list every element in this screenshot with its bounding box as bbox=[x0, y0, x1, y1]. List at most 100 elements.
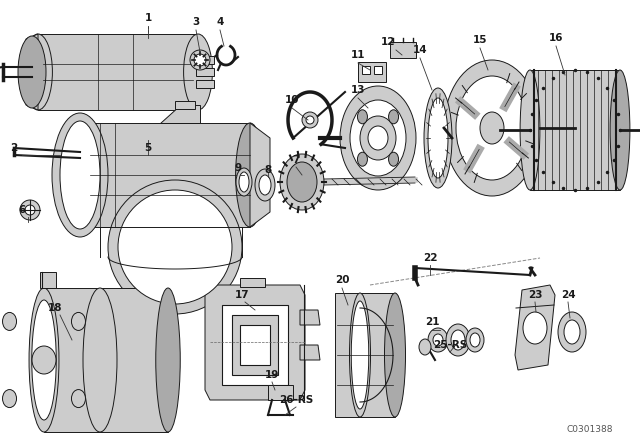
Ellipse shape bbox=[351, 301, 369, 409]
Polygon shape bbox=[250, 123, 270, 227]
Bar bbox=[40, 272, 56, 288]
Ellipse shape bbox=[3, 312, 17, 331]
Ellipse shape bbox=[302, 112, 318, 128]
Text: 25-RS: 25-RS bbox=[433, 340, 467, 350]
Polygon shape bbox=[240, 325, 270, 365]
Polygon shape bbox=[300, 345, 320, 360]
Polygon shape bbox=[205, 285, 305, 400]
Ellipse shape bbox=[456, 76, 528, 180]
Ellipse shape bbox=[18, 36, 46, 108]
Bar bbox=[175, 101, 195, 109]
Text: 5: 5 bbox=[145, 143, 152, 153]
Text: 1: 1 bbox=[145, 13, 152, 23]
Bar bbox=[335, 293, 395, 417]
Ellipse shape bbox=[24, 34, 52, 110]
Ellipse shape bbox=[388, 110, 399, 124]
Text: 12: 12 bbox=[381, 37, 396, 47]
Polygon shape bbox=[222, 305, 288, 385]
Ellipse shape bbox=[446, 324, 470, 356]
Text: 14: 14 bbox=[413, 45, 428, 55]
Text: 7: 7 bbox=[292, 155, 300, 165]
Bar bbox=[38, 34, 198, 110]
Polygon shape bbox=[232, 315, 278, 375]
Polygon shape bbox=[515, 285, 555, 370]
Bar bbox=[44, 288, 168, 432]
Ellipse shape bbox=[32, 346, 56, 374]
Ellipse shape bbox=[306, 116, 314, 124]
Bar bbox=[358, 62, 386, 82]
Ellipse shape bbox=[466, 328, 484, 352]
Ellipse shape bbox=[72, 312, 86, 331]
Text: C0301388: C0301388 bbox=[567, 426, 613, 435]
Text: 19: 19 bbox=[265, 370, 279, 380]
Polygon shape bbox=[240, 278, 265, 287]
Ellipse shape bbox=[564, 320, 580, 344]
Ellipse shape bbox=[25, 205, 35, 215]
Bar bbox=[196, 80, 214, 88]
Text: 13: 13 bbox=[351, 85, 365, 95]
Text: 26-RS: 26-RS bbox=[279, 395, 313, 405]
Polygon shape bbox=[160, 105, 200, 123]
Ellipse shape bbox=[20, 200, 40, 220]
Text: 3: 3 bbox=[193, 17, 200, 27]
Ellipse shape bbox=[360, 116, 396, 160]
Ellipse shape bbox=[470, 333, 480, 347]
Ellipse shape bbox=[60, 121, 100, 229]
Text: 24: 24 bbox=[561, 290, 575, 300]
Ellipse shape bbox=[190, 50, 210, 70]
Ellipse shape bbox=[184, 34, 212, 110]
Ellipse shape bbox=[523, 312, 547, 344]
Ellipse shape bbox=[280, 154, 324, 210]
Ellipse shape bbox=[287, 162, 317, 202]
Ellipse shape bbox=[385, 293, 406, 417]
Ellipse shape bbox=[3, 390, 17, 408]
Text: 18: 18 bbox=[48, 303, 62, 313]
Ellipse shape bbox=[259, 175, 271, 195]
Ellipse shape bbox=[480, 112, 504, 144]
Text: 21: 21 bbox=[425, 317, 439, 327]
Text: 9: 9 bbox=[234, 163, 241, 173]
Ellipse shape bbox=[558, 312, 586, 352]
Ellipse shape bbox=[428, 98, 448, 178]
Ellipse shape bbox=[340, 86, 416, 190]
Ellipse shape bbox=[424, 88, 452, 188]
Ellipse shape bbox=[156, 288, 180, 432]
Ellipse shape bbox=[419, 339, 431, 355]
Bar bbox=[196, 56, 214, 64]
Ellipse shape bbox=[52, 113, 108, 237]
Ellipse shape bbox=[349, 293, 371, 417]
Ellipse shape bbox=[239, 172, 249, 192]
Ellipse shape bbox=[433, 334, 443, 346]
Ellipse shape bbox=[236, 168, 252, 196]
Ellipse shape bbox=[118, 190, 232, 304]
Polygon shape bbox=[390, 42, 416, 58]
Ellipse shape bbox=[83, 288, 117, 432]
Ellipse shape bbox=[388, 152, 399, 166]
Bar bbox=[90, 123, 250, 227]
Ellipse shape bbox=[29, 288, 59, 432]
Text: 15: 15 bbox=[473, 35, 487, 45]
Ellipse shape bbox=[358, 110, 367, 124]
Text: 4: 4 bbox=[216, 17, 224, 27]
Text: 8: 8 bbox=[264, 165, 271, 175]
Bar bbox=[374, 66, 382, 74]
Ellipse shape bbox=[108, 180, 242, 314]
Ellipse shape bbox=[368, 126, 388, 150]
Bar bbox=[362, 66, 370, 74]
Ellipse shape bbox=[610, 70, 630, 190]
Bar bbox=[196, 68, 214, 76]
Ellipse shape bbox=[255, 169, 275, 201]
Text: 22: 22 bbox=[423, 253, 437, 263]
Text: 10: 10 bbox=[285, 95, 300, 105]
Ellipse shape bbox=[350, 100, 406, 176]
Text: 2: 2 bbox=[10, 143, 18, 153]
Text: 6: 6 bbox=[19, 205, 26, 215]
Text: 11: 11 bbox=[351, 50, 365, 60]
Ellipse shape bbox=[451, 330, 465, 350]
Bar bbox=[268, 385, 293, 400]
Ellipse shape bbox=[32, 300, 56, 420]
Ellipse shape bbox=[76, 123, 104, 227]
Ellipse shape bbox=[428, 328, 448, 352]
Ellipse shape bbox=[72, 390, 86, 408]
Text: 23: 23 bbox=[528, 290, 542, 300]
